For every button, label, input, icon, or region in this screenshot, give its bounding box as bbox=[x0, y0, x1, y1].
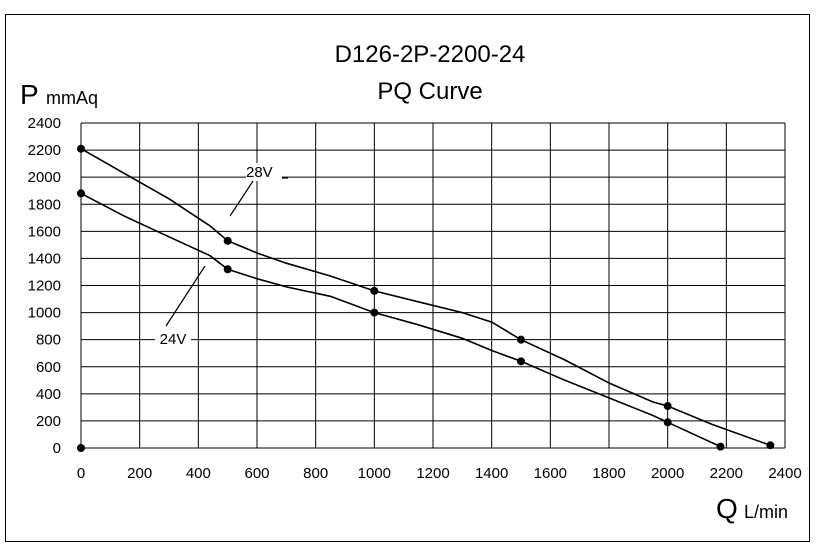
y-tick-label: 200 bbox=[36, 413, 61, 430]
y-tick-label: 600 bbox=[36, 359, 61, 376]
chart-subtitle: PQ Curve bbox=[377, 78, 482, 105]
x-axis-symbol: Q bbox=[716, 493, 738, 524]
data-point-24V bbox=[517, 357, 525, 366]
x-tick-label: 2400 bbox=[768, 465, 801, 482]
data-point-28V bbox=[223, 236, 232, 245]
data-point-28V bbox=[77, 144, 85, 153]
y-tick-label: 2200 bbox=[28, 142, 61, 159]
y-tick-label: 1600 bbox=[28, 223, 61, 240]
data-point-24V bbox=[223, 265, 232, 274]
x-tick-label: 2000 bbox=[651, 465, 684, 482]
chart-frame bbox=[5, 14, 810, 542]
annotation-bg-24V bbox=[155, 330, 191, 348]
chart-title: D126-2P-2200-24 bbox=[335, 41, 526, 68]
y-tick-label: 400 bbox=[36, 386, 61, 403]
x-tick-label: 200 bbox=[127, 465, 152, 482]
x-tick-label: 2200 bbox=[710, 465, 743, 482]
y-tick-label: 1800 bbox=[28, 196, 61, 213]
annotation-label-28V: 28V bbox=[246, 164, 273, 181]
y-tick-label: 800 bbox=[36, 332, 61, 349]
y-tick-label: 1000 bbox=[28, 305, 61, 322]
y-tick-label: 1200 bbox=[28, 278, 61, 295]
y-tick-labels: 0 200 400 600 800 1000 1200 1400 1600 1800 2000 220… bbox=[28, 115, 61, 457]
x-tick-label: 1600 bbox=[534, 465, 567, 482]
x-tick-label: 0 bbox=[77, 465, 85, 482]
x-tick-label: 600 bbox=[244, 465, 269, 482]
annotation-bg-28V bbox=[246, 163, 282, 181]
y-tick-label: 1400 bbox=[28, 250, 61, 267]
data-point-24V bbox=[77, 189, 85, 198]
data-point-24V bbox=[663, 418, 672, 427]
y-axis-unit: mmAq bbox=[46, 88, 98, 108]
x-tick-labels: 0 200 400 600 800 1000 1200 1400 1600 1800 2000 220… bbox=[77, 465, 802, 482]
y-tick-label: 2400 bbox=[28, 115, 61, 132]
x-tick-label: 1200 bbox=[416, 465, 449, 482]
annotation-leader-28V bbox=[229, 177, 256, 217]
annotation-leader-24V bbox=[165, 265, 206, 327]
grid bbox=[80, 122, 786, 449]
x-axis-unit: L/min bbox=[744, 502, 788, 522]
data-point-origin bbox=[77, 444, 85, 452]
data-point-24V bbox=[716, 442, 725, 451]
series-line-24V bbox=[80, 192, 721, 448]
x-tick-label: 1800 bbox=[592, 465, 625, 482]
data-point-28V bbox=[663, 402, 672, 411]
x-tick-label: 800 bbox=[303, 465, 328, 482]
x-tick-label: 400 bbox=[186, 465, 211, 482]
series-line-28V bbox=[80, 148, 771, 447]
annotation-label-24V: 24V bbox=[160, 331, 187, 348]
data-point-28V bbox=[370, 286, 379, 295]
data-point-24V bbox=[370, 308, 379, 317]
series-group bbox=[77, 144, 775, 452]
y-tick-label: 2000 bbox=[28, 169, 61, 186]
x-tick-label: 1400 bbox=[475, 465, 508, 482]
data-point-28V bbox=[766, 441, 775, 450]
y-axis-symbol: P bbox=[20, 79, 39, 110]
x-tick-label: 1000 bbox=[358, 465, 391, 482]
annotations: 28V 24V bbox=[155, 163, 288, 348]
y-tick-label: 0 bbox=[53, 440, 61, 457]
data-point-28V bbox=[517, 335, 525, 344]
